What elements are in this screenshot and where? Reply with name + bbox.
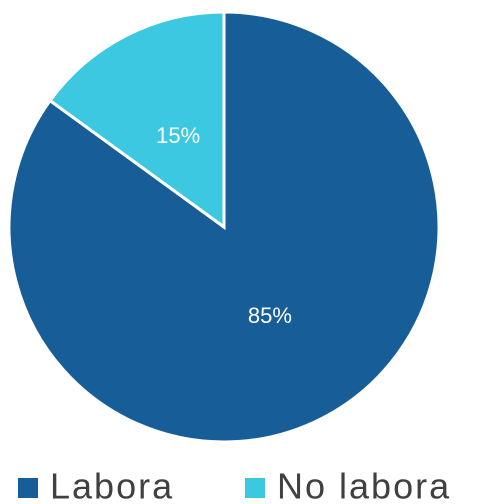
data-label: 15% bbox=[156, 123, 200, 148]
legend-swatch bbox=[18, 478, 38, 498]
data-label: 85% bbox=[248, 303, 292, 328]
legend-label: No labora bbox=[277, 466, 451, 504]
legend-swatch bbox=[245, 478, 265, 498]
pie-slice bbox=[47, 10, 226, 230]
legend-label: Labora bbox=[50, 466, 174, 504]
